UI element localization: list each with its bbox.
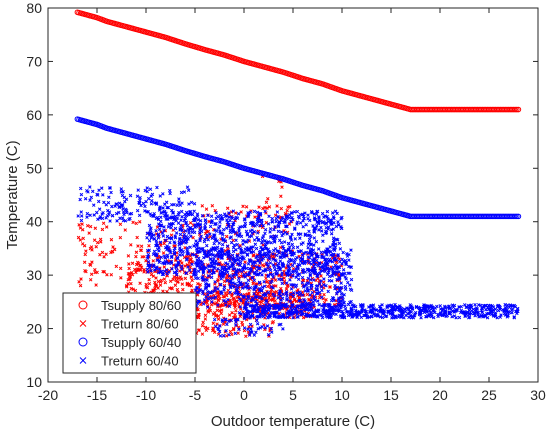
- x-tick-label: 15: [383, 387, 399, 403]
- x-tick-label: 5: [289, 387, 297, 403]
- x-axis-label: Outdoor temperature (C): [211, 413, 375, 430]
- x-tick-label: 10: [334, 387, 350, 403]
- x-tick-label: -15: [87, 387, 107, 403]
- x-tick-label: 0: [240, 387, 248, 403]
- y-tick-label: 40: [26, 214, 42, 230]
- x-tick-label: 25: [481, 387, 497, 403]
- x-tick-label: -5: [189, 387, 202, 403]
- legend-label: Treturn 80/60: [101, 317, 179, 332]
- legend-label: Tsupply 60/40: [101, 335, 181, 350]
- y-tick-label: 30: [26, 267, 42, 283]
- x-tick-label: -10: [136, 387, 156, 403]
- x-tick-label: 30: [530, 387, 546, 403]
- y-tick-label: 50: [26, 160, 42, 176]
- legend-label: Treturn 60/40: [101, 354, 179, 369]
- legend-label: Tsupply 80/60: [101, 298, 181, 313]
- y-tick-label: 60: [26, 107, 42, 123]
- y-tick-label: 10: [26, 374, 42, 390]
- legend: Tsupply 80/60 Treturn 80/60 Tsupply 60/40 T…: [63, 293, 196, 373]
- y-axis-label: Temperature (C): [4, 140, 21, 249]
- y-tick-label: 20: [26, 321, 42, 337]
- y-tick-label: 80: [26, 0, 42, 16]
- y-tick-label: 70: [26, 53, 42, 69]
- x-tick-label: 20: [432, 387, 448, 403]
